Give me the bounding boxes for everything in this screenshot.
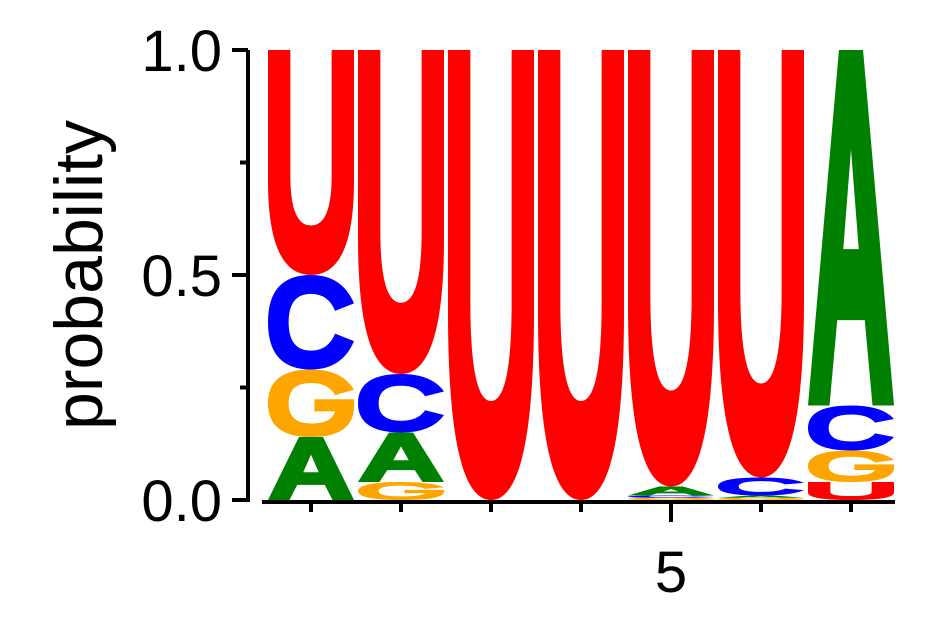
stack-position-5 xyxy=(628,50,714,500)
y-tick-label: 1.0 xyxy=(141,19,222,84)
letter-A xyxy=(358,432,444,482)
letter-C xyxy=(628,495,714,498)
stack-position-7 xyxy=(808,50,894,500)
letter-A xyxy=(268,437,354,500)
letter-C xyxy=(358,374,444,433)
x-tick-label: 5 xyxy=(655,540,687,605)
letter-G xyxy=(268,369,354,437)
y-tick-label: 0.5 xyxy=(141,244,222,309)
letter-U xyxy=(538,50,624,500)
letter-G xyxy=(628,497,714,500)
stack-position-1 xyxy=(268,50,354,500)
letter-A xyxy=(808,50,894,406)
letter-C xyxy=(268,275,354,370)
letter-C xyxy=(718,477,804,496)
letter-C xyxy=(808,405,894,451)
letter-A xyxy=(718,495,804,498)
stack-position-2 xyxy=(358,50,444,500)
letter-U xyxy=(268,50,354,275)
x-axis: 5 xyxy=(262,500,895,605)
letter-stacks xyxy=(268,50,894,500)
y-tick-label: 0.0 xyxy=(141,469,222,534)
stack-position-6 xyxy=(718,50,804,500)
letter-G xyxy=(808,450,894,482)
letter-G xyxy=(718,497,804,500)
stack-position-4 xyxy=(538,50,624,500)
letter-U xyxy=(808,482,894,500)
letter-G xyxy=(358,482,444,500)
letter-U xyxy=(358,50,444,374)
letter-U xyxy=(448,50,534,500)
y-axis-label: probability xyxy=(41,120,117,430)
stack-position-3 xyxy=(448,50,534,500)
letter-U xyxy=(718,50,804,478)
letter-U xyxy=(628,50,714,487)
letter-A xyxy=(628,486,714,496)
y-axis: 0.0 0.5 1.0 xyxy=(141,19,250,534)
